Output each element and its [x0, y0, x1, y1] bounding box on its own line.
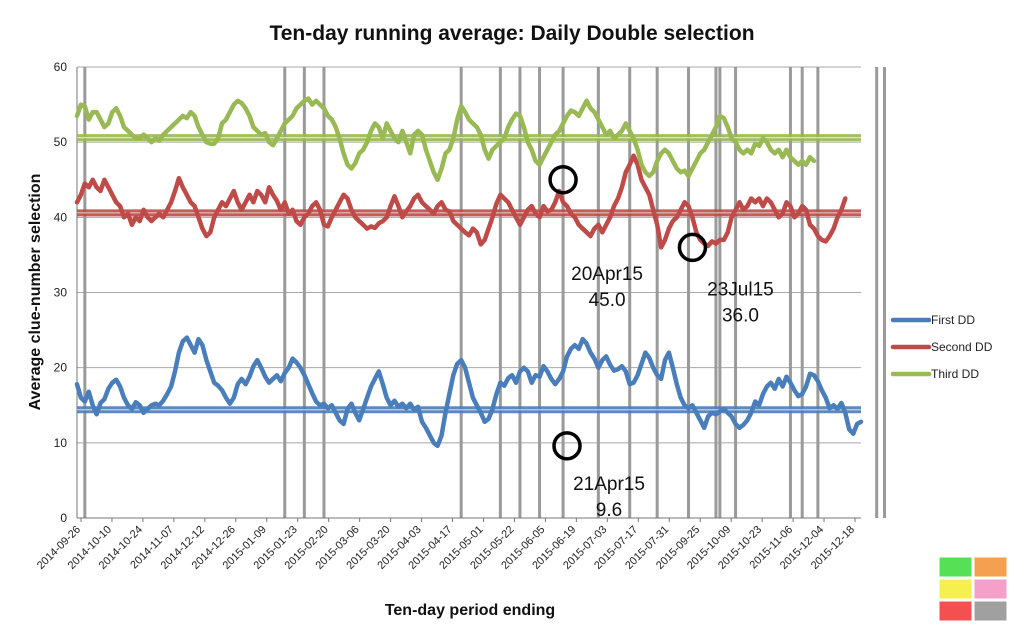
- y-tick-label: 60: [54, 60, 68, 74]
- annotation-value: 9.6: [596, 500, 622, 521]
- annotation-value: 45.0: [589, 290, 626, 311]
- y-tick-label: 40: [54, 210, 68, 224]
- y-tick-label: 10: [54, 436, 68, 450]
- vertical-markers: [83, 67, 887, 518]
- chart-title: Ten-day running average: Daily Double se…: [269, 22, 754, 45]
- y-tick-label: 30: [54, 286, 68, 300]
- annotation-date: 20Apr15: [571, 264, 643, 285]
- annotation-value: 36.0: [722, 305, 759, 326]
- y-tick-labels: 0 10 20 30 40 50 60: [54, 60, 68, 525]
- y-axis-title: Average clue-number selection: [27, 174, 44, 411]
- legend-label-3: Third DD: [931, 367, 979, 381]
- color-palette: [938, 556, 1008, 622]
- x-tick-labels: 2014-09-262014-10-102014-10-242014-11-07…: [35, 524, 857, 572]
- y-tick-label: 20: [54, 361, 68, 375]
- series-line-1: [74, 335, 864, 449]
- annotations: 20Apr15 45.0 23Jul15 36.0 21Apr15 9.6: [548, 165, 774, 521]
- series-line-2: [74, 153, 848, 250]
- annotation-date: 21Apr15: [573, 474, 645, 495]
- palette-swatch: [973, 556, 1008, 578]
- annotation-circle: [552, 431, 582, 461]
- annotation-circle: [677, 232, 708, 263]
- legend: First DD Second DD Third DD: [890, 313, 993, 381]
- series-lines: [74, 96, 864, 449]
- legend-label-1: First DD: [931, 313, 975, 327]
- x-axis-title: Ten-day period ending: [385, 602, 555, 619]
- palette-swatch: [938, 578, 973, 600]
- axes: [76, 67, 861, 522]
- mean-lines: [77, 134, 861, 414]
- y-tick-label: 0: [60, 511, 67, 525]
- annotation-date: 23Jul15: [707, 279, 774, 300]
- y-tick-label: 50: [54, 135, 68, 149]
- palette-swatch: [973, 578, 1008, 600]
- annotation-circle: [548, 165, 578, 195]
- series-line-3: [74, 96, 817, 183]
- palette-swatch: [938, 600, 973, 622]
- palette-swatch: [973, 600, 1008, 622]
- palette-swatch: [938, 556, 973, 578]
- legend-label-2: Second DD: [931, 340, 993, 354]
